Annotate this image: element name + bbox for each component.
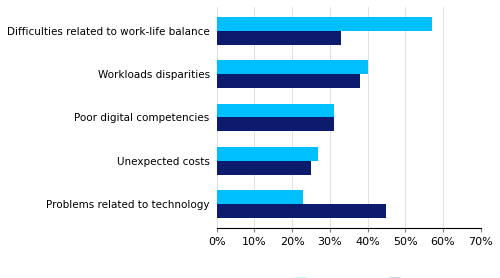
Bar	[216, 31, 341, 45]
Bar	[216, 204, 386, 218]
Bar	[216, 147, 318, 161]
Legend: Large firms, P.A.: Large firms, P.A.	[290, 273, 433, 278]
Bar	[216, 60, 368, 74]
Bar	[216, 190, 304, 204]
Bar	[216, 74, 360, 88]
Bar	[216, 161, 311, 175]
Bar	[216, 117, 334, 131]
Bar	[216, 17, 432, 31]
Bar	[216, 104, 334, 117]
